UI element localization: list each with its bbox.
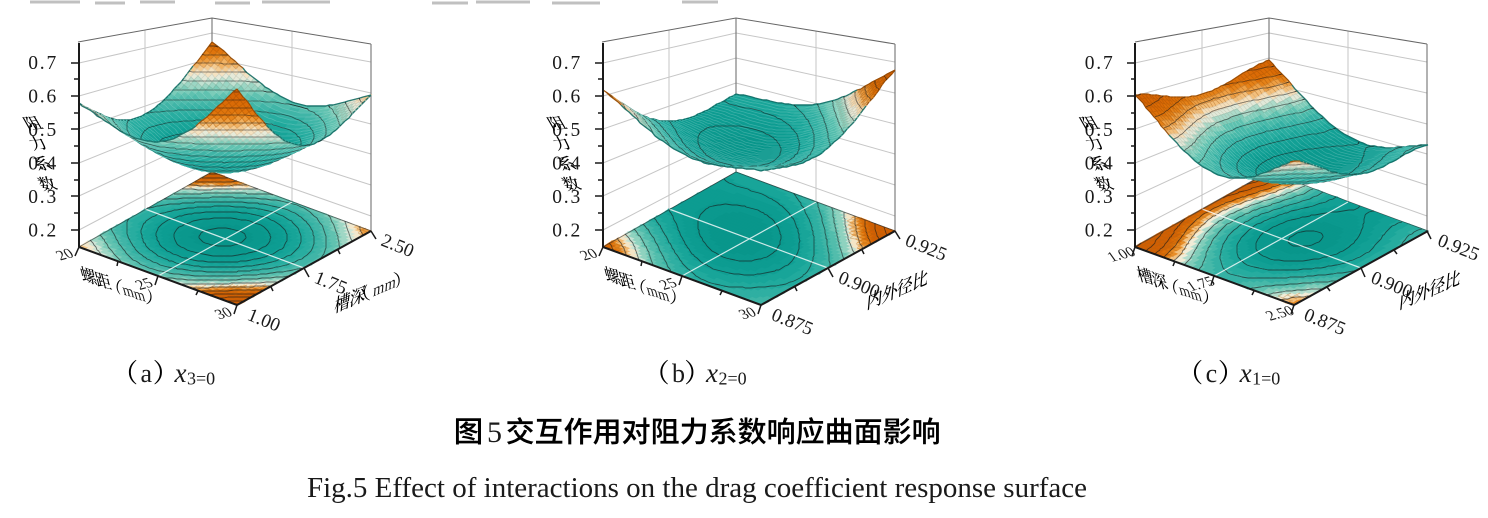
svg-text:0.3: 0.3 bbox=[28, 187, 58, 208]
svg-text:3=0: 3=0 bbox=[187, 369, 215, 389]
svg-text:c: c bbox=[1206, 359, 1218, 388]
svg-text:0.3: 0.3 bbox=[552, 187, 582, 208]
svg-text:x: x bbox=[705, 358, 718, 388]
svg-text:1.75: 1.75 bbox=[1183, 274, 1219, 295]
svg-text:0.6: 0.6 bbox=[28, 87, 58, 108]
svg-text:Fig.5 Effect of interactions o: Fig.5 Effect of interactions on the drag… bbox=[307, 472, 1087, 504]
svg-text:1=0: 1=0 bbox=[1252, 369, 1280, 389]
svg-text:0.2: 0.2 bbox=[552, 220, 582, 241]
svg-text:a: a bbox=[141, 359, 153, 388]
svg-text:5: 5 bbox=[487, 416, 502, 449]
svg-text:0.5: 0.5 bbox=[1085, 120, 1115, 141]
svg-text:0.5: 0.5 bbox=[552, 120, 582, 141]
svg-text:0.2: 0.2 bbox=[1085, 220, 1115, 241]
svg-text:0.7: 0.7 bbox=[552, 53, 582, 74]
svg-text:1.00: 1.00 bbox=[1104, 244, 1140, 265]
svg-text:0.5: 0.5 bbox=[28, 120, 58, 141]
svg-text:b: b bbox=[672, 359, 685, 388]
svg-text:0.7: 0.7 bbox=[1085, 53, 1115, 74]
svg-text:0.6: 0.6 bbox=[552, 87, 582, 108]
svg-text:0.3: 0.3 bbox=[1085, 187, 1115, 208]
svg-text:0.7: 0.7 bbox=[28, 53, 58, 74]
svg-text:m: m bbox=[372, 276, 385, 301]
svg-text:x: x bbox=[174, 358, 187, 388]
svg-text:2.50: 2.50 bbox=[1262, 303, 1298, 324]
svg-text:x: x bbox=[1239, 358, 1252, 388]
svg-text:0.2: 0.2 bbox=[28, 220, 58, 241]
svg-text:m: m bbox=[384, 271, 397, 296]
svg-text:0.6: 0.6 bbox=[1085, 87, 1115, 108]
svg-text:2=0: 2=0 bbox=[719, 369, 747, 389]
